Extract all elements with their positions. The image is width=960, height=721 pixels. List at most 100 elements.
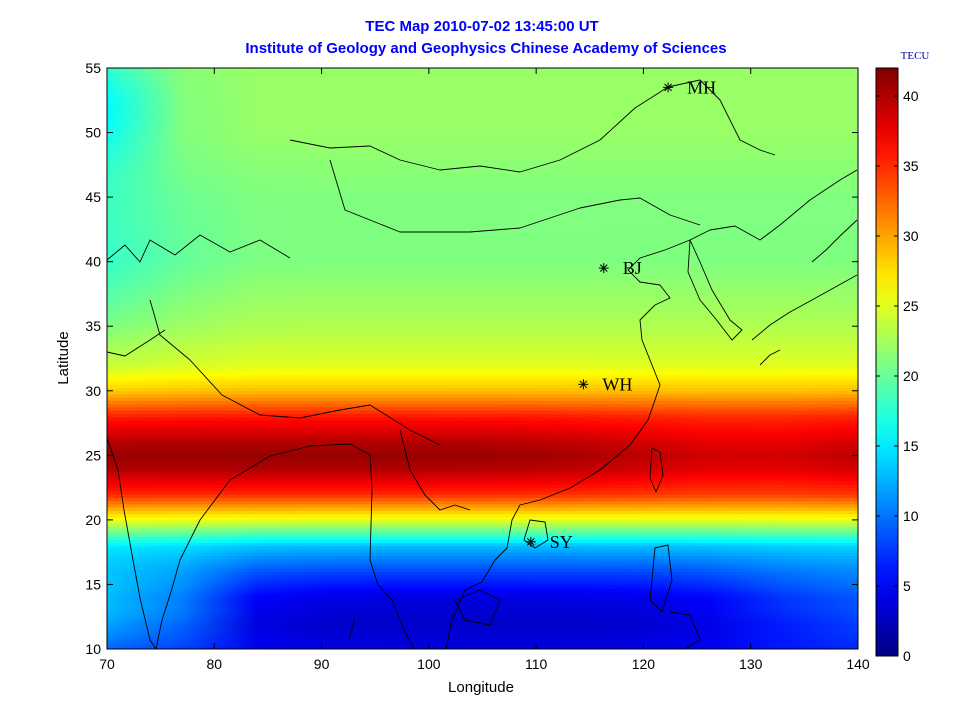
heatmap-strip <box>107 577 858 582</box>
heatmap-strip <box>107 642 858 647</box>
colorbar-tick-label: 10 <box>903 508 919 524</box>
chart-subtitle: Institute of Geology and Geophysics Chin… <box>245 40 726 57</box>
heatmap-strip <box>107 300 858 305</box>
x-axis-ticks: 70 80 90 100 110 120 130 140 <box>99 68 870 672</box>
heatmap-strip <box>107 445 858 450</box>
heatmap-strip <box>107 500 858 505</box>
heatmap-strip <box>107 397 858 402</box>
colorbar-ticks: 0 5 10 15 20 25 30 35 40 <box>876 88 919 664</box>
heatmap-strip <box>107 471 858 476</box>
coastline-outline <box>107 79 858 649</box>
heatmap-strip <box>107 171 858 176</box>
station-marker-icon <box>525 536 536 547</box>
heatmap-strip <box>107 248 858 253</box>
heatmap-strip <box>107 574 858 579</box>
heatmap-strip <box>107 287 858 292</box>
heatmap-strip <box>107 616 858 621</box>
heatmap-strip <box>107 316 858 321</box>
heatmap-strip <box>107 452 858 456</box>
x-tick-label: 80 <box>206 656 222 672</box>
colorbar-tick-label: 30 <box>903 228 919 244</box>
colorbar-tick-label: 25 <box>903 298 919 314</box>
heatmap-strip <box>107 122 858 127</box>
heatmap-strip <box>107 561 858 566</box>
heatmap-strip <box>107 477 858 482</box>
heatmap-strip <box>107 158 858 163</box>
heatmap-strip <box>107 384 858 389</box>
heatmap-strip <box>107 632 858 637</box>
heatmap-strip <box>107 329 858 334</box>
heatmap-strip <box>107 322 858 327</box>
colorbar-tick-label: 40 <box>903 88 919 104</box>
heatmap-strip <box>107 203 858 208</box>
station-label: WH <box>602 374 632 394</box>
heatmap-strip <box>107 332 858 337</box>
heatmap-strip <box>107 106 858 111</box>
heatmap-strip <box>107 529 858 534</box>
heatmap-strip <box>107 532 858 537</box>
heatmap-strip <box>107 410 858 414</box>
heatmap-strip <box>107 235 858 240</box>
colorbar-unit-label: TECU <box>901 50 930 62</box>
heatmap-strip <box>107 584 858 589</box>
heatmap-strip <box>107 536 858 540</box>
station-marker-icon <box>663 82 674 93</box>
heatmap-strip <box>107 151 858 156</box>
heatmap-strip <box>107 645 858 649</box>
station-marker-icon <box>598 263 609 274</box>
heatmap-strip <box>107 303 858 308</box>
heatmap-strip <box>107 206 858 211</box>
heatmap-strip <box>107 180 858 185</box>
heatmap-strip <box>107 132 858 137</box>
heatmap-strip <box>107 558 858 563</box>
heatmap-strip <box>107 345 858 350</box>
heatmap-strip <box>107 184 858 189</box>
heatmap-strip <box>107 497 858 502</box>
heatmap-strip <box>107 597 858 602</box>
heatmap-strip <box>107 513 858 518</box>
heatmap-strip <box>107 387 858 392</box>
heatmap-strip <box>107 251 858 256</box>
heatmap-strip <box>107 277 858 282</box>
heatmap-strip <box>107 261 858 266</box>
heatmap-strip <box>107 416 858 421</box>
y-tick-label: 50 <box>85 125 101 141</box>
heatmap-strip <box>107 232 858 237</box>
tec-heatmap <box>107 68 858 649</box>
heatmap-strip <box>107 581 858 586</box>
heatmap-strip <box>107 423 858 427</box>
heatmap-strip <box>107 77 858 82</box>
colorbar-tick-label: 0 <box>903 648 911 664</box>
heatmap-strip <box>107 539 858 544</box>
heatmap-strip <box>107 481 858 485</box>
heatmap-strip <box>107 435 858 440</box>
x-tick-label: 130 <box>739 656 763 672</box>
heatmap-strip <box>107 335 858 340</box>
heatmap-strip <box>107 193 858 198</box>
heatmap-strip <box>107 400 858 405</box>
heatmap-strip <box>107 135 858 140</box>
heatmap-strip <box>107 406 858 411</box>
heatmap-strip <box>107 103 858 108</box>
heatmap-strip <box>107 442 858 447</box>
x-tick-label: 110 <box>525 656 548 672</box>
heatmap-strip <box>107 68 858 72</box>
heatmap-strip <box>107 636 858 640</box>
heatmap-strip <box>107 419 858 424</box>
station-label: MH <box>687 77 716 97</box>
heatmap-strip <box>107 639 858 644</box>
heatmap-strip <box>107 468 858 473</box>
heatmap-strip <box>107 242 858 247</box>
heatmap-strip <box>107 610 858 615</box>
station-label: SY <box>550 532 573 552</box>
heatmap-strip <box>107 590 858 595</box>
heatmap-strip <box>107 97 858 101</box>
heatmap-strip <box>107 168 858 172</box>
colorbar-tick-label: 35 <box>903 158 919 174</box>
heatmap-strip <box>107 607 858 611</box>
station-mh: MH <box>663 77 716 97</box>
heatmap-strip <box>107 490 858 495</box>
heatmap-strip <box>107 377 858 382</box>
chart-title: TEC Map 2010-07-02 13:45:00 UT <box>365 18 598 35</box>
heatmap-strip <box>107 213 858 218</box>
